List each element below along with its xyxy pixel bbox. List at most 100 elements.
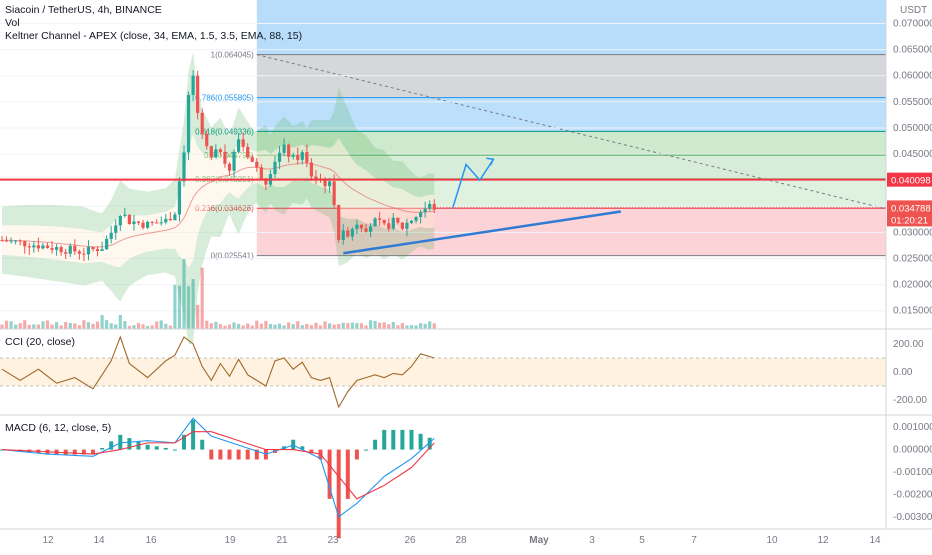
volume-bar [400,323,404,329]
candle-body [428,204,432,209]
time-tick-label: 7 [691,535,697,546]
volume-bar [250,325,254,329]
candle-body [4,240,9,242]
volume-bar [209,323,213,329]
volume-bar [214,321,218,329]
price-tick-label: 0.025000 [893,254,932,265]
volume-bars [0,259,436,329]
candle-body [300,152,304,160]
volume-bar [373,320,377,329]
macd-tick-label: -0.002000 [893,489,932,500]
time-tick-label: 23 [327,535,339,546]
volume-bar [77,325,81,329]
candle-body [396,217,400,223]
volume-bar [223,325,227,329]
candle-body [196,75,200,113]
volume-bar [50,324,54,329]
volume-bar [309,325,313,329]
candle-body [341,230,345,241]
macd-histogram-bar [145,444,150,450]
macd-pane[interactable]: 0.001000 0.000000 -0.001000 -0.002000 -0.003… [0,417,932,539]
candle-body [18,240,22,242]
candle-body [332,181,336,205]
macd-histogram-bar [81,449,86,455]
candle-body [305,152,309,163]
volume-bar [59,325,63,329]
volume-bar [414,325,418,329]
macd-histogram-bar [218,449,223,460]
volume-bar [264,320,268,329]
volume-bar [95,321,100,329]
volume-bar [341,322,345,329]
time-axis[interactable]: 12 14 16 19 21 23 26 28 May 3 5 7 10 12 14 [42,535,881,546]
drawings[interactable] [0,157,886,255]
price-tick-label: 0.015000 [893,306,932,317]
price-axis[interactable]: 0.070000 0.065000 0.060000 0.055000 0.050000… [434,19,932,317]
cci-tick-label: 200.00 [893,339,924,350]
volume-bar [300,325,304,329]
volume-bar [0,324,4,329]
candle-body [378,218,382,220]
current-price-value: 0.034788 [891,203,931,214]
candle-body [173,214,177,221]
volume-bar [273,324,277,329]
volume-bar [432,323,436,329]
time-tick-label: 14 [869,535,881,546]
candle-body [246,147,250,158]
candle-body [205,133,209,147]
candle-body [414,217,418,221]
candle-body [146,221,150,228]
fib-zone [256,155,886,179]
volume-bar [155,321,159,329]
volume-bar [168,325,172,329]
candle-body [368,226,373,232]
cci-pane[interactable]: 200.00 0.00 -200.00 [0,335,927,409]
candle-body [250,157,254,162]
candle-body [400,222,404,229]
fib-level-label: 0(0.025541) [211,252,254,261]
macd-histogram-bar [309,449,314,453]
volume-bar [378,322,382,329]
candle-body [209,146,213,158]
time-tick-label: 5 [639,535,645,546]
volume-bar [419,323,423,329]
candle-body [423,208,427,213]
volume-bar [114,324,118,329]
macd-histogram-bar [418,433,423,450]
volume-bar [364,325,368,329]
volume-bar [196,304,200,329]
volume-bar [368,320,373,329]
cci-tick-label: -200.00 [893,395,927,406]
volume-bar [32,324,36,329]
macd-histogram-bar [391,429,396,450]
macd-histogram-bar [382,429,387,450]
trendline-blue [343,210,621,255]
volume-label: Vol [5,17,20,29]
volume-bar [337,323,341,329]
candle-body [409,220,414,223]
fib-zone [256,97,886,132]
volume-bar [391,321,395,329]
volume-bar [82,320,86,329]
fib-level-label: 0.5(0.044793) [204,151,254,160]
candle-body [23,241,27,247]
volume-bar [9,321,13,329]
volume-bar [218,324,222,329]
candle-body [86,246,91,255]
macd-histogram-bar [100,447,105,450]
candle-body [118,215,122,226]
candles[interactable] [0,70,436,262]
fib-zone [256,131,886,156]
candle-body [391,217,395,229]
candle-body [328,181,332,187]
volume-bar [268,323,273,329]
candle-body [323,179,327,187]
macd-signal-line [1,431,435,500]
candle-body [82,253,86,255]
projection-path [451,158,495,210]
time-tick-label: May [529,535,549,546]
price-tick-label: 0.070000 [893,19,932,30]
volume-bar [332,324,336,329]
